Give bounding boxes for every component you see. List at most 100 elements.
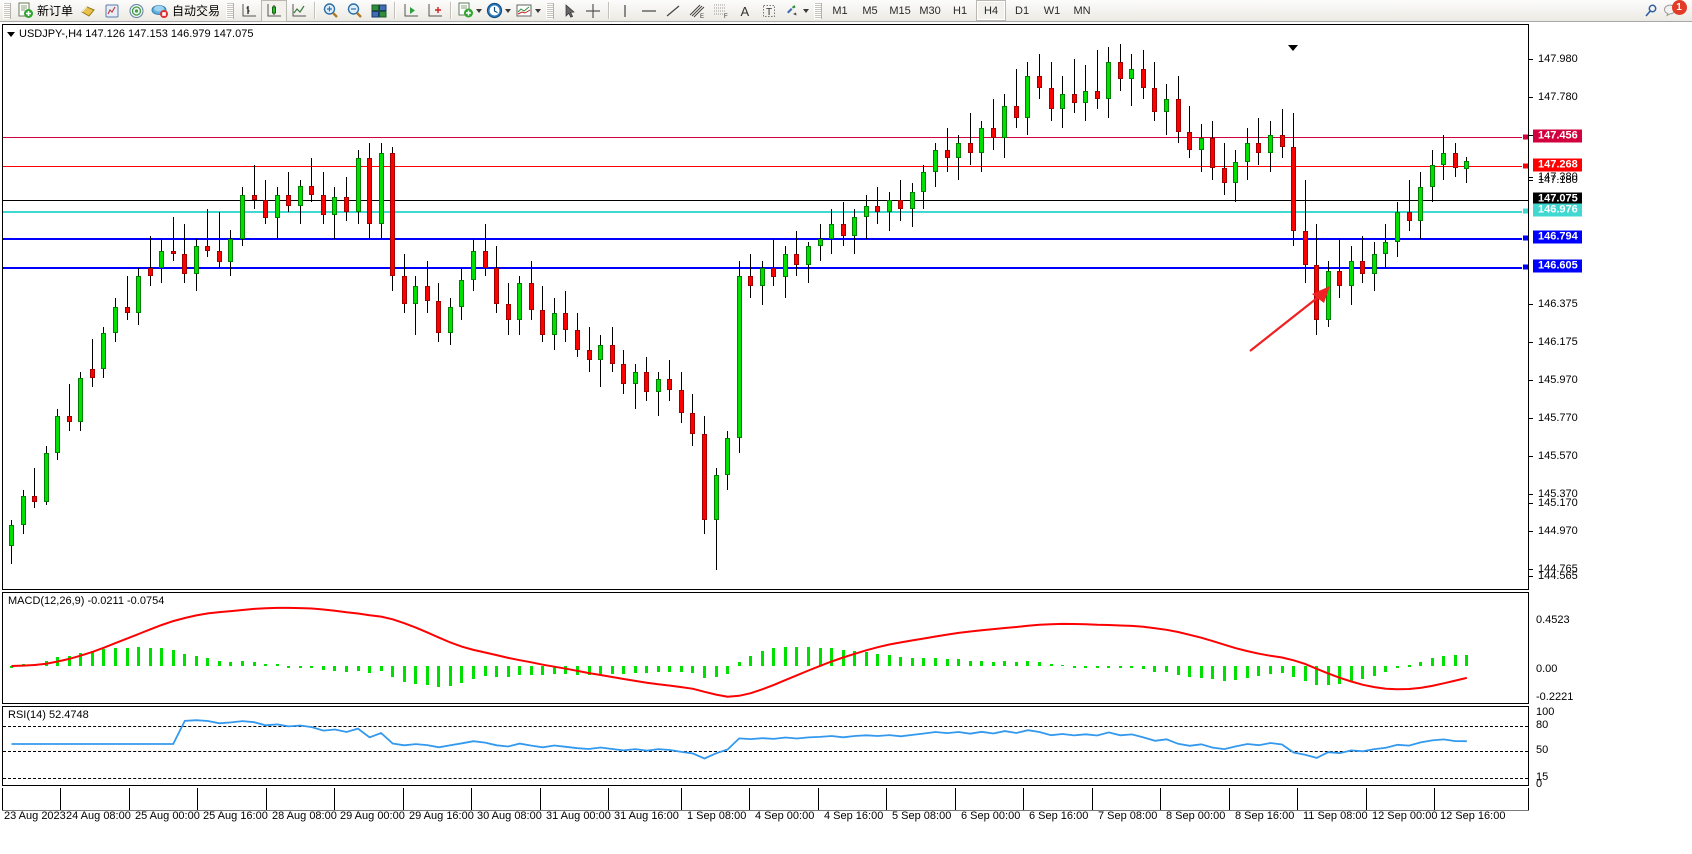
rsi-pane[interactable]: RSI(14) 52.4748 (2, 706, 1529, 786)
level-line-146794[interactable] (3, 238, 1528, 240)
price-pane[interactable]: USDJPY-,H4 147.126 147.153 146.979 147.0… (2, 24, 1529, 590)
macd-histogram-bar (818, 647, 822, 666)
channel-icon: E (689, 4, 705, 19)
last-price-line (3, 200, 1528, 201)
macd-pane[interactable]: MACD(12,26,9) -0.0211 -0.0754 (2, 592, 1529, 704)
templates-dropdown-caret[interactable] (535, 8, 542, 13)
bar-chart-button[interactable] (237, 1, 261, 21)
time-axis[interactable] (2, 788, 1529, 810)
chart-area[interactable]: USDJPY-,H4 147.126 147.153 146.979 147.0… (0, 22, 1692, 854)
macd-histogram-bar (1165, 666, 1168, 673)
level-line-146605[interactable] (3, 267, 1528, 269)
indicators-dropdown-caret[interactable] (476, 8, 483, 13)
timeframe-mn[interactable]: MN (1073, 4, 1091, 17)
horizontal-line-button[interactable] (637, 1, 661, 21)
trend-arrow-annotation[interactable] (1246, 281, 1336, 356)
zoom-in-button[interactable] (319, 1, 343, 21)
toolbar-grip-2[interactable] (226, 2, 235, 19)
auto-scroll-button[interactable] (399, 1, 423, 21)
time-separator (749, 788, 750, 810)
timeframe-h4[interactable]: H4 (976, 0, 1007, 21)
level-handle-146794[interactable] (1522, 234, 1528, 242)
timeframe-w1[interactable]: W1 (1043, 4, 1061, 17)
zoom-out-button[interactable] (343, 1, 367, 21)
text-label-button[interactable]: T (757, 1, 781, 21)
candle-wick (91, 339, 93, 387)
level-line-147268[interactable] (3, 166, 1528, 167)
level-handle-146976[interactable] (1522, 207, 1528, 215)
candle-body (1164, 98, 1169, 112)
price-level-label[interactable]: 147.456 (1533, 129, 1582, 143)
price-level-label[interactable]: 147.075 (1533, 192, 1582, 206)
price-tick: 145.570 (1529, 450, 1578, 462)
cursor-tool-button[interactable] (557, 1, 581, 21)
macd-histogram-bar (90, 651, 94, 666)
price-axis[interactable]: 147.980147.780147.580147.380147.180146.3… (1529, 24, 1692, 605)
timeframe-m1[interactable]: M1 (832, 4, 848, 17)
macd-histogram-bar (876, 653, 880, 666)
level-handle-147456[interactable] (1522, 133, 1528, 141)
notifications-button[interactable]: 1 (1663, 0, 1687, 21)
timeframe-m5[interactable]: M5 (862, 4, 878, 17)
period-dropdown-caret[interactable] (505, 8, 512, 13)
toolbar-grip[interactable] (3, 2, 11, 19)
new-order-button[interactable]: 新订单 (14, 1, 76, 21)
toolbar-grip-4[interactable] (814, 2, 823, 19)
macd-histogram-bar (853, 651, 857, 666)
indicators-button[interactable] (455, 1, 484, 21)
signals-button[interactable] (124, 1, 148, 21)
level-handle-147268[interactable] (1522, 162, 1528, 170)
toolbar-grip-3[interactable] (546, 2, 555, 19)
arrows-dropdown-caret[interactable] (803, 8, 810, 13)
level-handle-146605[interactable] (1522, 263, 1528, 271)
macd-histogram-bar (1372, 666, 1376, 676)
candle-body (1036, 76, 1042, 89)
macd-histogram-bar (10, 666, 13, 668)
symbol-caret-icon[interactable] (7, 31, 15, 37)
period-button[interactable] (484, 1, 513, 21)
price-level-label[interactable]: 146.976 (1533, 203, 1582, 217)
candle-wick (600, 334, 602, 387)
price-level-label[interactable]: 146.605 (1533, 259, 1582, 273)
crosshair-tool-button[interactable] (581, 1, 605, 21)
candle-body (1152, 88, 1158, 112)
data-window-button[interactable] (100, 1, 124, 21)
timeframe-h1[interactable]: H1 (953, 4, 968, 17)
candlestick-chart-button[interactable] (261, 0, 288, 22)
candle-body (505, 303, 511, 321)
templates-button[interactable] (513, 1, 543, 21)
level-line-146976[interactable] (3, 211, 1528, 213)
macd-histogram-bar (679, 666, 683, 672)
timeframe-d1[interactable]: D1 (1015, 4, 1030, 17)
time-separator (818, 788, 819, 810)
candle-body (367, 157, 373, 225)
text-icon: A (741, 4, 750, 19)
clock-icon (486, 2, 503, 19)
vertical-line-button[interactable] (613, 1, 637, 21)
equidistant-channel-button[interactable]: E (685, 1, 709, 21)
price-tick: 144.765 (1529, 563, 1578, 575)
symbol-info-line: USDJPY-,H4 147.126 147.153 146.979 147.0… (7, 28, 253, 40)
macd-title: MACD(12,26,9) -0.0211 -0.0754 (8, 595, 165, 607)
trendline-button[interactable] (661, 1, 685, 21)
macd-histogram-bar (333, 666, 337, 671)
text-tool-button[interactable]: A (733, 1, 757, 21)
macd-histogram-bar (1014, 662, 1018, 667)
tile-windows-button[interactable] (367, 1, 391, 21)
search-button[interactable] (1639, 1, 1663, 21)
timeframe-m15[interactable]: M15 (889, 4, 911, 17)
price-level-label[interactable]: 147.268 (1533, 158, 1582, 172)
arrows-button[interactable] (781, 1, 811, 21)
chart-shift-button[interactable] (423, 1, 447, 21)
fibonacci-button[interactable]: F (709, 1, 733, 21)
candle-body (1244, 142, 1250, 163)
level-line-147456[interactable] (3, 137, 1528, 138)
candle-body (921, 172, 927, 192)
expert-advisor-button[interactable] (76, 1, 100, 21)
candle-wick (877, 187, 879, 225)
candle-body (1175, 98, 1181, 133)
timeframe-m30[interactable]: M30 (919, 4, 941, 17)
auto-trading-button[interactable]: 自动交易 (148, 1, 223, 21)
line-chart-button[interactable] (287, 1, 311, 21)
price-level-label[interactable]: 146.794 (1533, 230, 1582, 244)
